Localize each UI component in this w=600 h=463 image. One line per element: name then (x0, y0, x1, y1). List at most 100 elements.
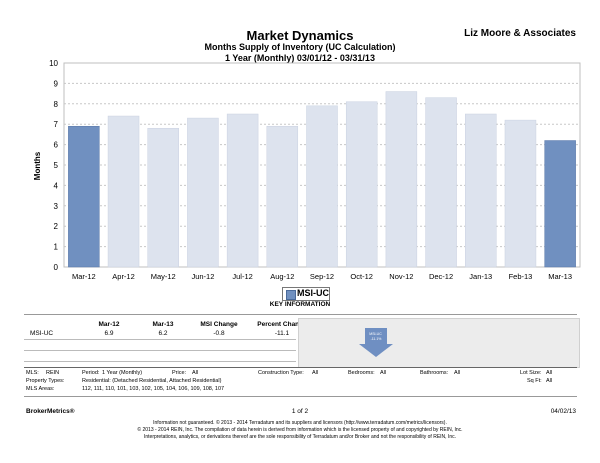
x-tick-label: Mar-13 (548, 272, 572, 281)
filter-period-label: Period: (82, 370, 100, 376)
filter-areas-label: MLS Areas: (26, 386, 55, 392)
y-tick-label: 2 (54, 222, 59, 231)
x-tick-label: Nov-12 (389, 272, 413, 281)
row-label: MSI-UC (30, 330, 54, 337)
filter-sqft-label: Sq Ft: (527, 378, 542, 384)
report-date: 04/02/13 (550, 408, 576, 415)
x-tick-label: Jan-13 (469, 272, 492, 281)
bar (306, 105, 338, 268)
chart-subtitle: Months Supply of Inventory (UC Calculati… (204, 42, 396, 52)
key-info-title: KEY INFORMATION (269, 301, 331, 308)
filter-price-label: Price: (172, 370, 187, 376)
x-tick-label: Dec-12 (429, 272, 453, 281)
legend-label: MSI-UC (297, 288, 329, 298)
arrow-body (365, 328, 387, 344)
divider (24, 314, 577, 315)
filter-lot-value: All (546, 370, 553, 376)
bars (68, 91, 576, 268)
x-tick-label: Apr-12 (112, 272, 135, 281)
filter-period-value: 1 Year (Monthly) (102, 370, 143, 376)
x-tick-label: Feb-13 (509, 272, 533, 281)
y-axis-ticks: 0 1 2 3 4 5 6 7 8 9 10 (49, 59, 58, 272)
y-tick-label: 6 (54, 141, 59, 150)
y-tick-label: 7 (54, 120, 59, 129)
value-end: 6.2 (158, 330, 168, 337)
y-tick-label: 3 (54, 202, 59, 211)
y-tick-label: 4 (54, 181, 59, 190)
header-start: Mar-12 (98, 321, 120, 328)
filter-areas-value: 112, 111, 110, 101, 103, 102, 105, 104, … (82, 386, 225, 392)
legend: MSI-UC (282, 287, 330, 301)
x-tick-label: May-12 (151, 272, 176, 281)
arrow-head (359, 344, 393, 357)
disclaimer-line-2: © 2013 - 2014 REIN, Inc. The compilation… (137, 427, 463, 433)
y-axis-label: Months (33, 151, 42, 180)
filter-price-value: All (192, 370, 199, 376)
x-tick-label: Aug-12 (270, 272, 294, 281)
filter-lot-label: Lot Size: (520, 370, 542, 376)
filter-mls-label: MLS: (26, 370, 39, 376)
down-arrow-icon: MSI-UC -11.1% (359, 328, 393, 357)
filter-bathrooms-value: All (454, 370, 461, 376)
value-percent: -11.1 (274, 330, 290, 337)
header-end: Mar-13 (152, 321, 174, 328)
company-name: Liz Moore & Associates (464, 28, 576, 39)
x-tick-label: Mar-12 (72, 272, 96, 281)
y-tick-label: 10 (49, 59, 58, 68)
divider (24, 367, 577, 368)
x-tick-label: Jun-12 (191, 272, 214, 281)
bar (68, 125, 100, 268)
y-tick-label: 5 (54, 161, 59, 170)
filter-mls-value: REIN (46, 370, 60, 376)
row-divider (24, 339, 296, 340)
filter-bathrooms-label: Bathrooms: (420, 370, 449, 376)
page-number: 1 of 2 (291, 408, 309, 415)
y-tick-label: 8 (54, 100, 59, 109)
key-info-table: Mar-12 Mar-13 MSI Change Percent Change … (26, 320, 316, 338)
brand-label: BrokerMetrics® (26, 408, 75, 415)
bar (147, 128, 179, 268)
bar (107, 115, 140, 268)
row-divider (24, 350, 296, 351)
header-change: MSI Change (200, 321, 238, 328)
bar (226, 113, 259, 268)
bar (385, 91, 418, 268)
chart-title: Market Dynamics (246, 28, 354, 43)
bar-chart: 0 1 2 3 4 5 6 7 8 9 10 Mar-12 Apr-12 May-12 Jun-12 Jul… (33, 59, 581, 281)
y-tick-label: 1 (54, 243, 59, 252)
chart-period: 1 Year (Monthly) 03/01/12 - 03/31/13 (225, 53, 375, 63)
x-tick-label: Jul-12 (232, 272, 252, 281)
filter-property-value: Residential: (Detached Residential, Atta… (82, 378, 222, 384)
key-info-row: MSI-UC 6.9 6.2 -0.8 -11.1 (26, 329, 316, 338)
disclaimer-line-3: Interpretations, analytics, or derivatio… (143, 434, 456, 440)
bar (187, 117, 219, 268)
row-divider (24, 361, 296, 362)
header-percent: Percent Change (257, 321, 307, 328)
trend-panel: MSI-UC -11.1% (298, 318, 580, 368)
arrow-label: MSI-UC -11.1% (369, 332, 382, 341)
filter-construction-value: All (312, 370, 319, 376)
filter-bedrooms-value: All (380, 370, 387, 376)
x-axis-ticks: Mar-12 Apr-12 May-12 Jun-12 Jul-12 Aug-12 Sep-… (72, 272, 572, 281)
bar (266, 125, 299, 268)
x-tick-label: Sep-12 (310, 272, 334, 281)
divider (24, 396, 577, 397)
key-info-header-row: Mar-12 Mar-13 MSI Change Percent Change (26, 320, 316, 329)
bar (504, 119, 537, 268)
value-change: -0.8 (213, 330, 225, 337)
filter-property-label: Property Types: (26, 378, 65, 384)
bar (345, 101, 378, 268)
filter-sqft-value: All (546, 378, 553, 384)
bar (465, 113, 497, 268)
arrow-label-line: MSI-UC (369, 332, 382, 336)
filter-bedrooms-label: Bedrooms: (348, 370, 375, 376)
value-start: 6.9 (104, 330, 114, 337)
legend-swatch (286, 290, 296, 300)
bar (544, 140, 576, 268)
x-tick-label: Oct-12 (350, 272, 373, 281)
filter-construction-label: Construction Type: (258, 370, 304, 376)
bar (425, 97, 457, 268)
arrow-label-line: -11.1% (371, 337, 382, 341)
y-tick-label: 9 (54, 79, 59, 88)
y-tick-label: 0 (54, 263, 59, 272)
